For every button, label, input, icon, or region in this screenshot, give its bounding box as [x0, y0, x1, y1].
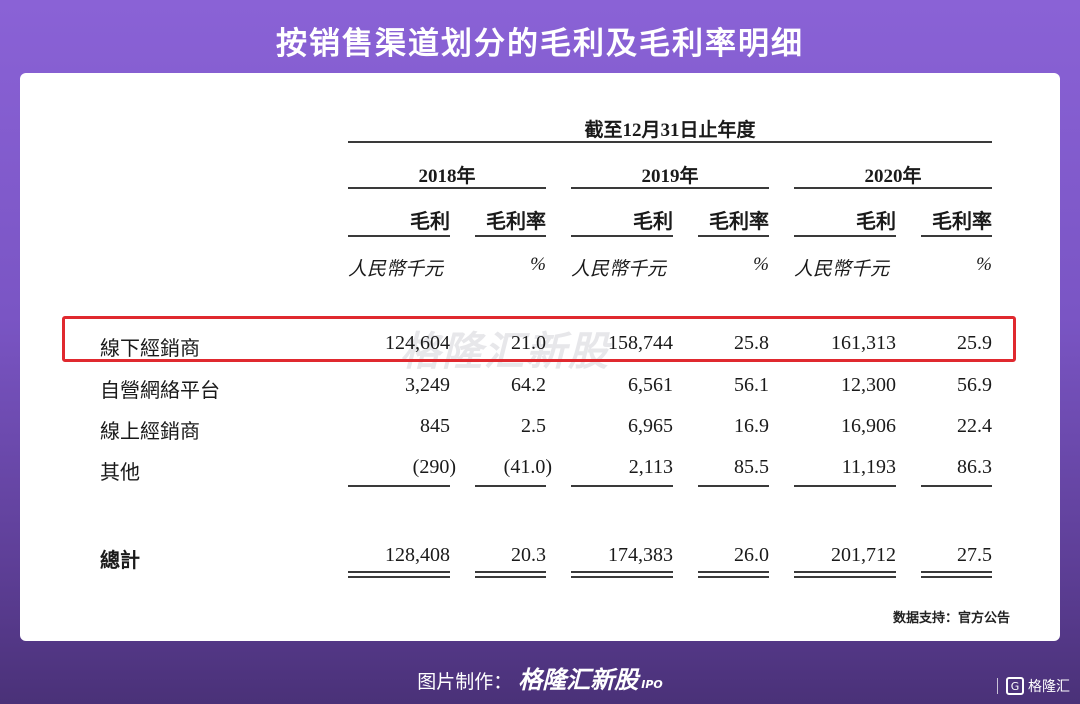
total-label: 總計: [100, 550, 140, 572]
colh-rule-4: [698, 235, 769, 237]
cell: 22.4: [957, 415, 992, 437]
cell: 2.5: [521, 415, 546, 437]
cell: (41.0): [503, 456, 552, 478]
row-label: 線下經銷商: [100, 338, 200, 360]
colh-rule-1: [348, 235, 450, 237]
divider: [997, 678, 998, 694]
cell: 2,113: [628, 456, 673, 478]
year-2020: 2020年: [864, 166, 922, 187]
year-2018: 2018年: [418, 166, 476, 187]
total-double-rule-3b: [571, 576, 673, 578]
total-cell: 20.3: [511, 544, 546, 566]
cell: (290): [412, 456, 456, 478]
colh-rule-6: [921, 235, 992, 237]
cell: 64.2: [511, 374, 546, 396]
row-label: 其他: [100, 462, 140, 484]
footer-credit: 图片制作： 格隆汇新股 IPO: [0, 660, 1080, 695]
total-double-rule-1b: [348, 576, 450, 578]
total-double-rule-2b: [475, 576, 546, 578]
cell: 25.8: [734, 332, 769, 354]
unit-2018-profit: 人民幣千元: [348, 259, 444, 280]
colh-rule-2: [475, 235, 546, 237]
year-rule-2019: [571, 187, 769, 189]
total-double-rule-3a: [571, 571, 673, 573]
subtotal-rule-2: [475, 485, 546, 487]
cell: 6,965: [628, 415, 673, 437]
cell: 86.3: [957, 456, 992, 478]
total-cell: 128,408: [385, 544, 450, 566]
cell: 845: [420, 415, 450, 437]
table-panel: 截至12月31日止年度 2018年 2019年 2020年 毛利 毛利率 毛利 …: [20, 73, 1060, 641]
subtotal-rule-6: [921, 485, 992, 487]
cell: 6,561: [628, 374, 673, 396]
col-header-2019-profit: 毛利: [633, 211, 673, 233]
unit-2020-margin: %: [976, 254, 992, 275]
row-label: 自營網絡平台: [100, 380, 220, 402]
unit-2018-margin: %: [530, 254, 546, 275]
total-double-rule-4a: [698, 571, 769, 573]
footer-prefix: 图片制作：: [417, 671, 513, 693]
page-title: 按销售渠道划分的毛利及毛利率明细: [276, 26, 804, 62]
total-cell: 26.0: [734, 544, 769, 566]
source-note: 数据支持：官方公告: [892, 611, 1010, 626]
cell: 124,604: [385, 332, 450, 354]
col-header-2018-profit: 毛利: [410, 211, 450, 233]
cell: 161,313: [831, 332, 896, 354]
total-double-rule-1a: [348, 571, 450, 573]
row-label: 線上經銷商: [100, 421, 200, 443]
year-2019: 2019年: [641, 166, 699, 187]
total-double-rule-4b: [698, 576, 769, 578]
cell: 12,300: [841, 374, 896, 396]
total-cell: 174,383: [608, 544, 673, 566]
cell: 16.9: [734, 415, 769, 437]
total-cell: 201,712: [831, 544, 896, 566]
total-cell: 27.5: [957, 544, 992, 566]
subtotal-rule-5: [794, 485, 896, 487]
subtotal-rule-4: [698, 485, 769, 487]
row-highlight-box: [62, 316, 1016, 362]
total-double-rule-5b: [794, 576, 896, 578]
col-header-2020-margin: 毛利率: [932, 211, 992, 233]
cell: 85.5: [734, 456, 769, 478]
colh-rule-5: [794, 235, 896, 237]
col-header-2020-profit: 毛利: [856, 211, 896, 233]
corner-logo-text: 格隆汇: [1028, 679, 1070, 695]
col-header-2018-margin: 毛利率: [486, 211, 546, 233]
unit-2019-margin: %: [753, 254, 769, 275]
watermark: 格隆汇新股: [400, 329, 610, 374]
cell: 21.0: [511, 332, 546, 354]
colh-rule-3: [571, 235, 673, 237]
cell: 11,193: [841, 456, 896, 478]
subtotal-rule-3: [571, 485, 673, 487]
footer-brand-sub: IPO: [641, 678, 663, 691]
total-double-rule-6a: [921, 571, 992, 573]
total-double-rule-6b: [921, 576, 992, 578]
unit-2019-profit: 人民幣千元: [571, 259, 667, 280]
logo-icon: G: [1006, 677, 1024, 695]
cell: 3,249: [405, 374, 450, 396]
total-double-rule-2a: [475, 571, 546, 573]
cell: 16,906: [841, 415, 896, 437]
year-rule-2018: [348, 187, 546, 189]
cell: 25.9: [957, 332, 992, 354]
cell: 158,744: [608, 332, 673, 354]
span-title: 截至12月31日止年度: [584, 120, 756, 141]
footer-brand: 格隆汇新股: [518, 666, 639, 694]
total-double-rule-5a: [794, 571, 896, 573]
cell: 56.1: [734, 374, 769, 396]
subtotal-rule-1: [348, 485, 450, 487]
cell: 56.9: [957, 374, 992, 396]
span-rule: [348, 141, 992, 143]
corner-logo: G 格隆汇: [997, 676, 1070, 696]
year-rule-2020: [794, 187, 992, 189]
unit-2020-profit: 人民幣千元: [794, 259, 890, 280]
col-header-2019-margin: 毛利率: [709, 211, 769, 233]
